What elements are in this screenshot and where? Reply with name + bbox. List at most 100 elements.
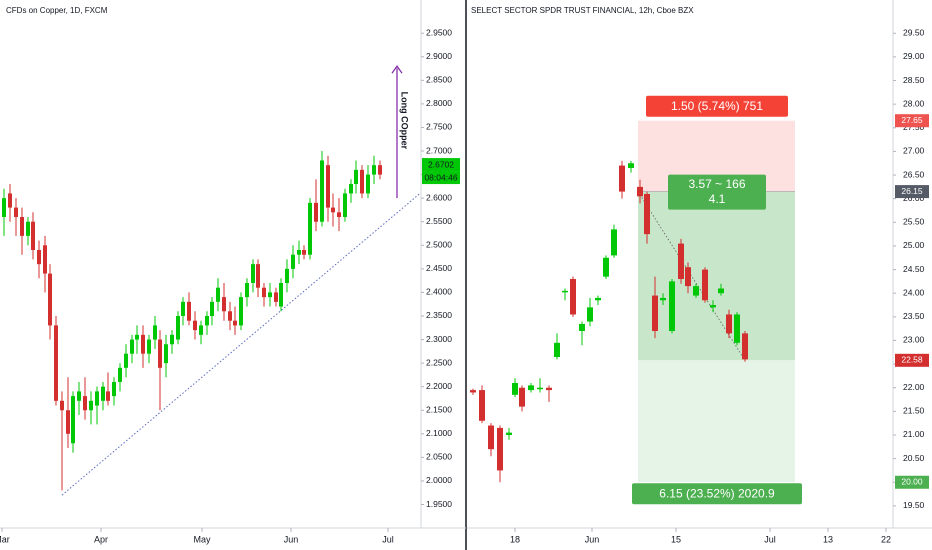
ratio-label-box [668,174,766,210]
left-y-tick-label: 2.2000 [426,381,452,391]
candle [37,240,41,279]
candle-body [554,342,560,358]
candle [228,301,232,331]
candle-body [14,207,18,218]
right-x-tick-label: 15 [671,534,681,544]
candle [360,165,364,199]
candle-body [279,282,283,307]
candle-body [106,391,110,401]
candle [628,160,634,173]
candle [660,293,666,306]
candle [135,325,139,354]
candle [308,198,312,260]
candle [187,292,191,326]
candle-body [262,287,266,298]
target-label: 1.50 (5.74%) 751 [671,99,763,113]
candle-body [31,221,35,251]
ratio-label: 3.57 ~ 166 [688,177,745,191]
candle-body [644,193,650,235]
candle [147,334,151,364]
right-x-tick-label: Jun [585,534,600,544]
trendline [61,193,421,496]
candle-body [71,396,75,444]
candle-body [488,425,494,450]
candle [205,311,209,335]
candle [112,377,116,406]
candle-body [77,391,81,401]
candle-body [199,325,203,335]
stop-price-label: 22.58 [901,355,923,365]
candle [118,363,122,392]
candle [718,283,724,296]
candle [222,282,226,321]
candle-body [343,193,347,218]
candle [512,378,518,398]
candle [48,264,52,340]
candle [239,292,243,331]
candle-body [619,165,625,192]
candle-body [528,385,534,391]
candle [546,385,552,402]
left-x-tick-label: Jun [284,534,299,544]
candle [693,283,699,298]
candle [506,427,512,440]
candle-body [595,297,601,301]
lower-zone [638,360,795,483]
candle [652,276,658,339]
right-y-tick-label: 21.50 [903,406,925,416]
candle-body [170,334,174,345]
candle-body [256,264,260,288]
candle-body [48,273,52,326]
candle-body [2,198,6,218]
right-y-tick-label: 20.50 [903,453,925,463]
candle [216,278,220,312]
target-price-label: 27.65 [901,115,923,125]
right-x-tick-label: Jul [764,534,776,544]
candle-body [66,410,70,434]
candle [262,282,266,307]
right-pane: 19.5020.0020.5021.0021.5022.0022.5023.00… [467,0,932,544]
lower-label-box [632,483,802,505]
candle-body [245,282,249,298]
left-chart-title: CFDs on Copper, 1D, FXCM [6,6,108,15]
candle-body [285,268,289,283]
candle [326,155,330,222]
long-arrow-head-icon [391,65,403,74]
candle-body [320,160,324,222]
candle [497,425,503,483]
candle [14,198,18,236]
candle-body [562,290,568,293]
candle-body [20,217,24,236]
candle [734,312,740,346]
left-y-tick-label: 2.4500 [426,263,452,273]
candle [678,238,684,284]
stop-zone [638,191,795,361]
candle [77,381,81,415]
candle [343,188,347,222]
candle [164,334,168,378]
candle-body [274,292,278,302]
candle [331,193,335,227]
candle-body [512,382,518,395]
right-y-tick-label: 28.50 [903,75,925,85]
candle-body [314,202,318,222]
candle [554,333,560,360]
candle-body [54,325,58,401]
candle-body [124,353,128,368]
candle-body [130,339,134,354]
left-y-tick-label: 2.2500 [426,357,452,367]
candle-body [570,279,576,315]
candle-body [118,367,122,382]
right-x-tick-label: 13 [823,534,833,544]
candle-body [360,169,364,194]
candle-body [8,193,12,208]
right-chart-title: SELECT SECTOR SPDR TRUST FINANCIAL, 12h,… [471,6,694,15]
right-y-tick-label: 25.50 [903,217,925,227]
candle [337,198,341,232]
candle [562,288,568,301]
left-y-tick-label: 1.9500 [426,499,452,509]
candle [89,391,93,425]
candle [570,276,576,317]
candle [31,212,35,260]
candle-body [43,245,47,274]
